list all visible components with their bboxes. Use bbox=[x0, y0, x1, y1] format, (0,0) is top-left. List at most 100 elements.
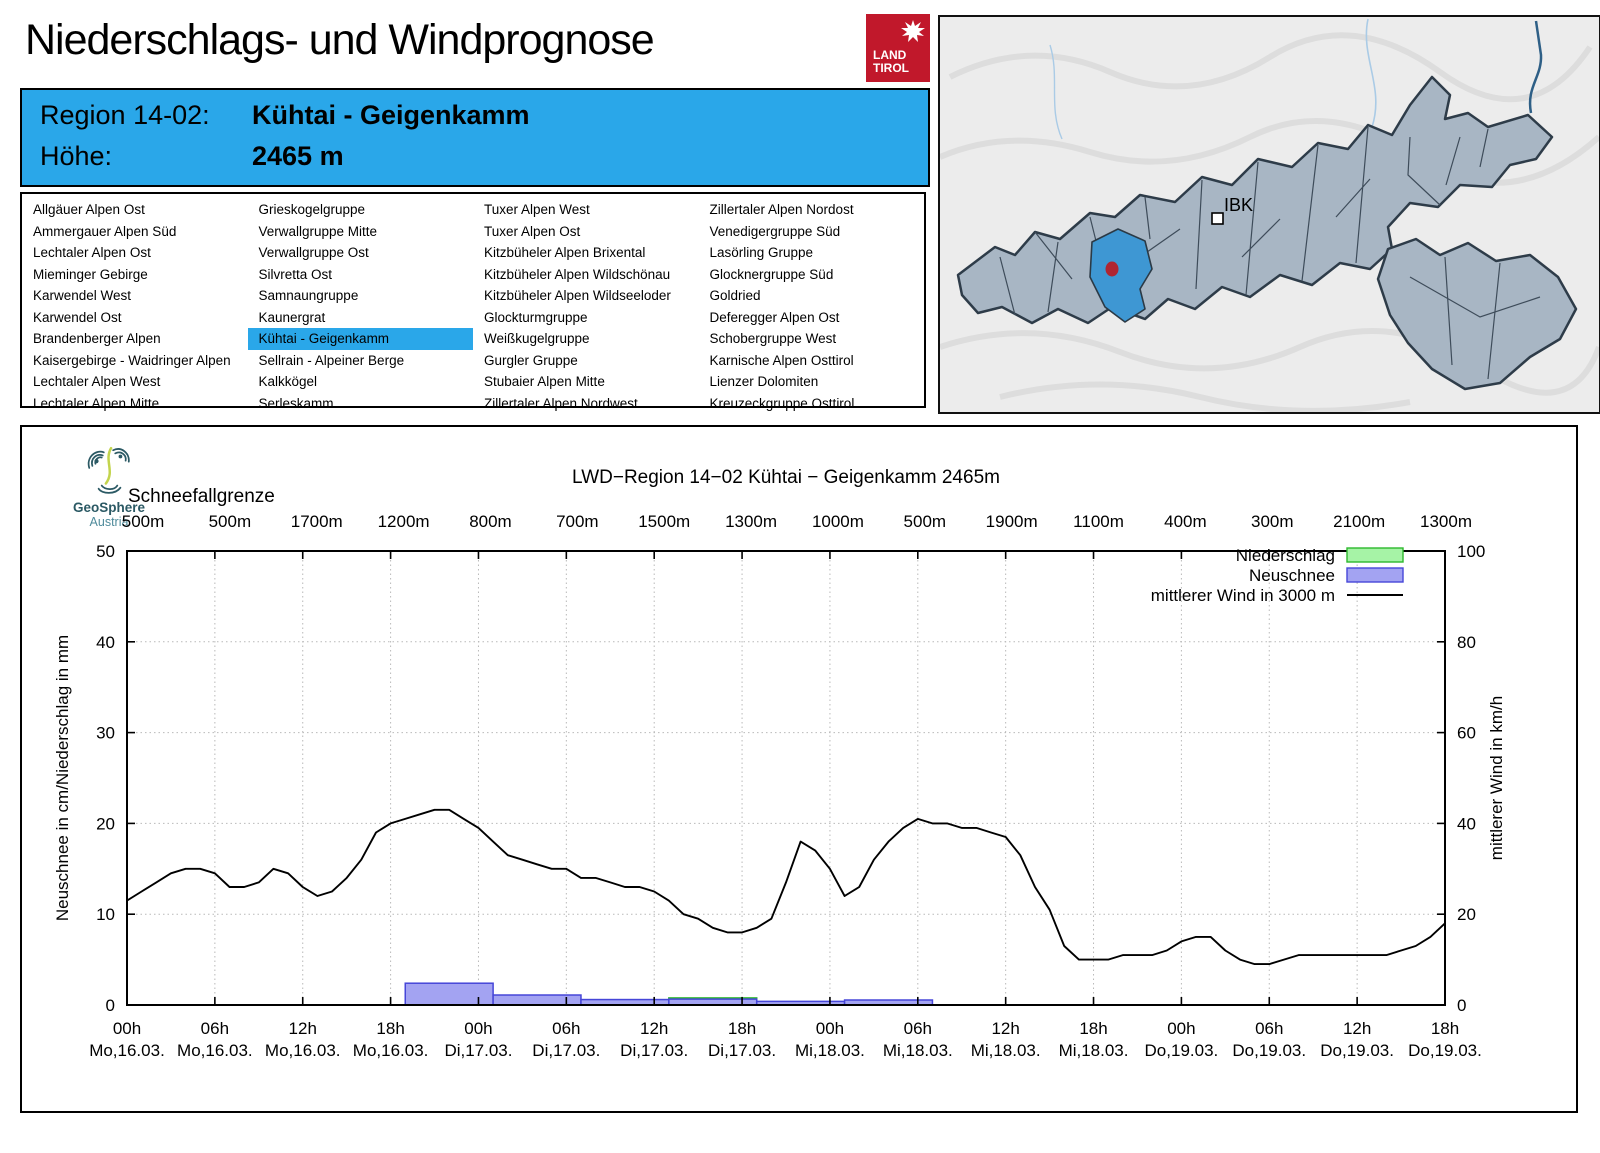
region-list-item[interactable]: Kreuzeckgruppe Osttirol bbox=[709, 395, 855, 411]
region-list-item[interactable]: Lienzer Dolomiten bbox=[709, 374, 819, 389]
region-list-item[interactable]: Karwendel Ost bbox=[33, 309, 122, 325]
region-list-item[interactable]: Goldried bbox=[709, 288, 761, 303]
snowline-value: 1100m bbox=[1073, 512, 1124, 531]
region-list-item[interactable]: Deferegger Alpen Ost bbox=[709, 309, 840, 325]
x-tick-date: Mi,18.03. bbox=[1059, 1041, 1129, 1060]
region-list-item[interactable]: Karwendel West bbox=[33, 288, 132, 303]
tirol-map-svg: IBK bbox=[938, 17, 1600, 414]
region-list-item[interactable]: Verwallgruppe Mitte bbox=[258, 223, 378, 239]
x-tick-date: Mi,18.03. bbox=[971, 1041, 1041, 1060]
snowline-value: 300m bbox=[1251, 512, 1294, 531]
altitude-label: Höhe: bbox=[40, 141, 113, 171]
y-tick-label-left: 40 bbox=[96, 633, 115, 652]
plot-border bbox=[126, 550, 1446, 1006]
region-list-item[interactable]: Lechtaler Alpen West bbox=[33, 374, 161, 389]
region-list-item[interactable]: Lechtaler Alpen Mitte bbox=[33, 395, 160, 411]
region-list-item[interactable]: Lasörling Gruppe bbox=[709, 245, 814, 260]
region-column: Zillertaler Alpen Nordost Venedigergruppe… bbox=[699, 199, 925, 411]
snowline-value: 1200m bbox=[378, 512, 430, 531]
x-tick-hour: 00h bbox=[464, 1019, 492, 1038]
land-tirol-logo: LAND TIROL bbox=[866, 14, 930, 82]
snowline-value: 1000m bbox=[812, 512, 864, 531]
terrain-texture bbox=[938, 32, 1600, 414]
region-list-item[interactable]: Samnaungruppe bbox=[258, 288, 359, 303]
snowline-value: 2100m bbox=[1333, 512, 1385, 531]
region-list-item[interactable]: Kitzbüheler Alpen Wildschönau bbox=[484, 266, 671, 282]
map-marker-label: IBK bbox=[1224, 195, 1253, 215]
x-tick-hour: 18h bbox=[1431, 1019, 1459, 1038]
geosphere-sub: Austria bbox=[89, 515, 129, 529]
region-list-item[interactable]: Sellrain - Alpeiner Berge bbox=[258, 352, 405, 368]
tirol-map: IBK bbox=[938, 15, 1600, 414]
x-tick-hour: 12h bbox=[289, 1019, 317, 1038]
x-tick-hour: 06h bbox=[552, 1019, 580, 1038]
altitude-row: Höhe: 2465 m bbox=[40, 141, 344, 172]
page-title: Niederschlags- und Windprognose bbox=[25, 16, 655, 64]
region-list-item[interactable]: Stubaier Alpen Mitte bbox=[484, 374, 605, 389]
x-tick-date: Do,19.03. bbox=[1320, 1041, 1394, 1060]
region-list-item[interactable]: Tuxer Alpen West bbox=[484, 202, 590, 217]
y-axis-label-left: Neuschnee in cm/Niederschlag in mm bbox=[53, 635, 72, 921]
region-list-item[interactable]: Brandenberger Alpen bbox=[33, 331, 161, 346]
x-tick-date: Do,19.03. bbox=[1145, 1041, 1219, 1060]
chart-title: LWD−Region 14−02 Kühtai − Geigenkamm 246… bbox=[572, 467, 1000, 488]
x-tick-date: Di,17.03. bbox=[444, 1041, 512, 1060]
x-tick-date: Mi,18.03. bbox=[883, 1041, 953, 1060]
region-list-item[interactable]: Ammergauer Alpen Süd bbox=[33, 223, 177, 239]
x-tick-hour: 18h bbox=[1079, 1019, 1107, 1038]
x-tick-hour: 18h bbox=[728, 1019, 756, 1038]
x-tick-date: Mi,18.03. bbox=[795, 1041, 865, 1060]
map-region-easttirol[interactable] bbox=[1376, 237, 1578, 391]
region-list-item[interactable]: Glocknergruppe Süd bbox=[709, 266, 834, 282]
region-list-item[interactable]: Kitzbüheler Alpen Wildseeloder bbox=[484, 288, 671, 303]
region-list-item[interactable]: Weißkugelgruppe bbox=[484, 331, 590, 346]
region-list-item[interactable]: Kitzbüheler Alpen Brixental bbox=[484, 245, 646, 260]
tirol-eagle-icon bbox=[901, 20, 925, 42]
x-tick-hour: 00h bbox=[816, 1019, 844, 1038]
region-list-item[interactable]: Verwallgruppe Ost bbox=[258, 245, 369, 260]
map-marker-ibk bbox=[1211, 212, 1224, 225]
snowline-value: 500m bbox=[904, 512, 947, 531]
x-tick-hour: 06h bbox=[1255, 1019, 1283, 1038]
x-tick-date: Mo,16.03. bbox=[177, 1041, 253, 1060]
region-list-item[interactable]: Grieskogelgruppe bbox=[258, 202, 366, 217]
x-tick-date: Mo,16.03. bbox=[265, 1041, 341, 1060]
land-tirol-wordmark: LAND TIROL bbox=[873, 48, 909, 75]
region-list-item[interactable]: Venedigergruppe Süd bbox=[709, 223, 841, 239]
y-tick-label-left: 20 bbox=[96, 814, 115, 833]
region-list-item[interactable]: Karnische Alpen Osttirol bbox=[709, 352, 854, 368]
region-list-item[interactable]: Kalkkögel bbox=[258, 374, 318, 389]
region-list-item[interactable]: Zillertaler Alpen Nordwest bbox=[484, 395, 638, 411]
snowline-value: 1300m bbox=[725, 512, 777, 531]
x-tick-date: Mo,16.03. bbox=[353, 1041, 429, 1060]
y-tick-label-right: 100 bbox=[1457, 542, 1485, 561]
snowline-value: 500m bbox=[209, 512, 252, 531]
region-list-item[interactable]: Kaunergrat bbox=[258, 309, 326, 325]
region-list-item[interactable]: Allgäuer Alpen Ost bbox=[33, 202, 145, 217]
geosphere-name: GeoSphere bbox=[72, 500, 146, 515]
region-list-item[interactable]: Glockturmgruppe bbox=[484, 309, 588, 325]
snowline-value: 1900m bbox=[986, 512, 1038, 531]
region-list-item-selected[interactable]: Kühtai - Geigenkamm bbox=[247, 328, 473, 350]
x-tick-hour: 12h bbox=[640, 1019, 668, 1038]
region-list-item[interactable]: Gurgler Gruppe bbox=[484, 352, 578, 368]
region-list-item[interactable]: Lechtaler Alpen Ost bbox=[33, 245, 151, 260]
region-list-item[interactable]: Mieminger Gebirge bbox=[33, 266, 148, 282]
x-tick-date: Mo,16.03. bbox=[89, 1041, 165, 1060]
neuschnee-bar bbox=[492, 994, 582, 1006]
y-tick-label-right: 80 bbox=[1457, 633, 1476, 652]
y-axis-label-right: mittlerer Wind in km/h bbox=[1487, 696, 1506, 860]
x-tick-hour: 00h bbox=[113, 1019, 141, 1038]
region-list-item[interactable]: Serleskamm bbox=[258, 395, 334, 411]
region-list-item[interactable]: Schobergruppe West bbox=[709, 331, 837, 346]
map-region-highlighted[interactable] bbox=[1089, 228, 1153, 323]
x-tick-hour: 12h bbox=[1343, 1019, 1371, 1038]
x-tick-date: Di,17.03. bbox=[708, 1041, 776, 1060]
region-list-item[interactable]: Kaisergebirge - Waidringer Alpen bbox=[33, 352, 231, 368]
y-tick-label-left: 50 bbox=[96, 542, 115, 561]
x-tick-hour: 12h bbox=[991, 1019, 1019, 1038]
region-list-item[interactable]: Tuxer Alpen Ost bbox=[484, 223, 581, 239]
region-list-item[interactable]: Silvretta Ost bbox=[258, 266, 333, 282]
legend-swatch bbox=[1346, 547, 1404, 563]
region-list-item[interactable]: Zillertaler Alpen Nordost bbox=[709, 202, 854, 217]
